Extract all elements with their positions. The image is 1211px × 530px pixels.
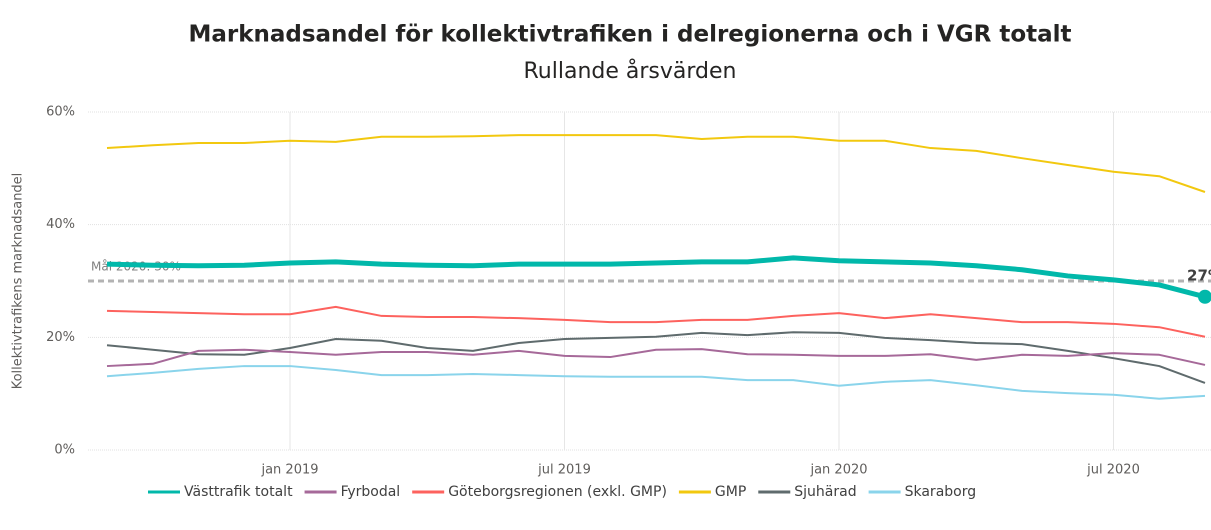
y-tick-label: 60% [46, 105, 75, 120]
legend-label: GMP [715, 484, 746, 500]
legend: Västtrafik totalt Fyrbodal Göteborgsregion… [148, 484, 976, 500]
series-line [106, 348, 1206, 368]
series-line [106, 305, 1206, 338]
legend-label: Sjuhärad [794, 484, 856, 500]
y-axis-label: Kollektivtrafikens marknadsandel [11, 173, 26, 390]
y-tick-label: 40% [46, 217, 75, 232]
legend-label: Västtrafik totalt [184, 484, 293, 500]
legend-label: Fyrbodal [341, 484, 401, 500]
plot [88, 134, 1211, 400]
chart-subtitle: Rullande årsvärden [524, 58, 737, 84]
series-line [106, 134, 1206, 193]
x-tick-label: jan 2019 [260, 463, 318, 478]
y-tick-label: 20% [46, 330, 75, 345]
legend-label: Göteborgsregionen (exkl. GMP) [448, 484, 667, 500]
end-label: 27% [1187, 266, 1211, 284]
y-tick-label: 0% [54, 443, 75, 458]
x-tick-label: jan 2020 [809, 463, 867, 478]
end-point [1198, 289, 1211, 304]
legend-label: Skaraborg [905, 484, 977, 500]
x-tick-label: jul 2020 [1086, 463, 1140, 478]
chart-title: Marknadsandel för kollektivtrafiken i de… [188, 22, 1071, 48]
series-line [106, 331, 1206, 384]
series-line [106, 365, 1206, 400]
x-tick-label: jul 2019 [537, 463, 591, 478]
series-line [106, 255, 1206, 300]
